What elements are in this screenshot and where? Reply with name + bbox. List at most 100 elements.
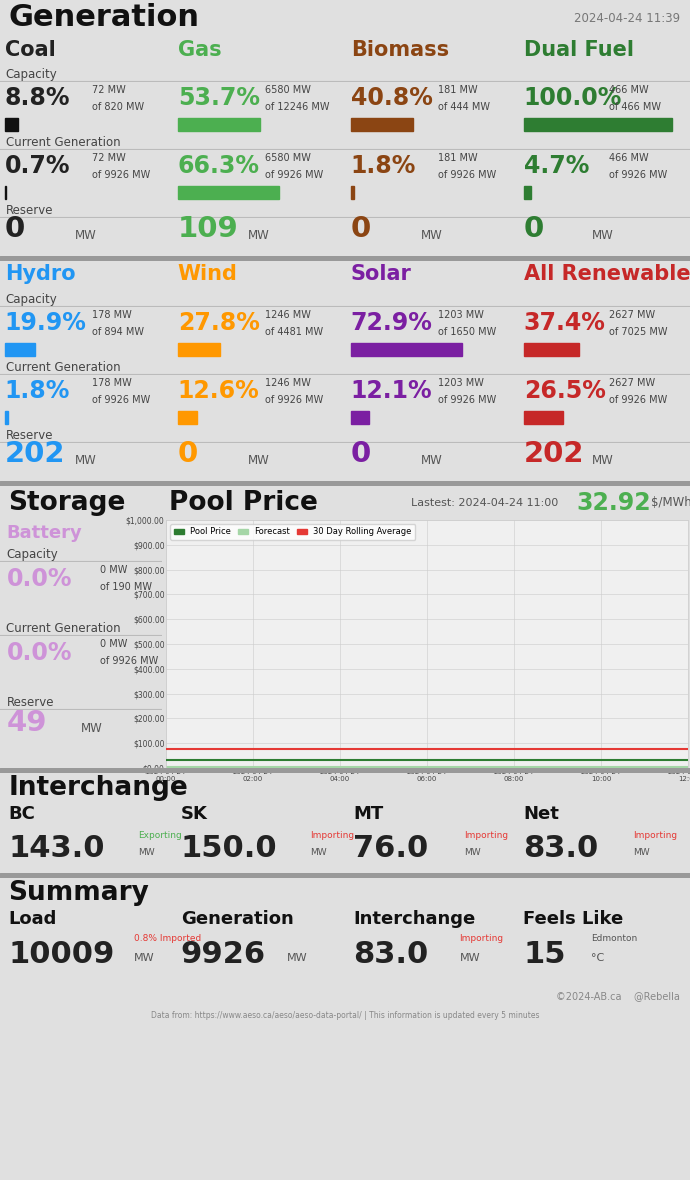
Text: of 9926 MW: of 9926 MW bbox=[438, 170, 496, 179]
Text: Coal: Coal bbox=[5, 39, 55, 59]
Text: 109: 109 bbox=[178, 216, 239, 243]
Text: 1203 MW: 1203 MW bbox=[438, 378, 484, 387]
Text: MW: MW bbox=[134, 953, 155, 963]
Text: Gas: Gas bbox=[178, 39, 221, 59]
Text: 40.8%: 40.8% bbox=[351, 86, 433, 110]
Text: 178 MW: 178 MW bbox=[92, 378, 132, 387]
Bar bbox=[351, 186, 353, 199]
Text: 26.5%: 26.5% bbox=[524, 379, 606, 404]
Text: All Renewable: All Renewable bbox=[524, 264, 690, 284]
Text: 76.0: 76.0 bbox=[353, 833, 428, 863]
Text: 181 MW: 181 MW bbox=[438, 152, 477, 163]
Bar bbox=[5, 186, 6, 199]
Text: of 7025 MW: of 7025 MW bbox=[609, 327, 667, 336]
Text: 66.3%: 66.3% bbox=[178, 155, 259, 178]
Text: 1.8%: 1.8% bbox=[351, 155, 416, 178]
Text: Storage: Storage bbox=[8, 490, 126, 516]
Text: Solar: Solar bbox=[351, 264, 412, 284]
Text: 6580 MW: 6580 MW bbox=[265, 85, 310, 94]
Text: 0.7%: 0.7% bbox=[5, 155, 70, 178]
Text: MW: MW bbox=[81, 722, 103, 735]
Text: Current Generation: Current Generation bbox=[6, 361, 120, 374]
Bar bbox=[178, 412, 197, 425]
Text: Current Generation: Current Generation bbox=[6, 622, 121, 635]
Text: 466 MW: 466 MW bbox=[609, 85, 649, 94]
Text: of 1650 MW: of 1650 MW bbox=[438, 327, 496, 336]
Text: Net: Net bbox=[523, 805, 559, 822]
Text: of 466 MW: of 466 MW bbox=[609, 101, 661, 112]
Text: 178 MW: 178 MW bbox=[92, 309, 132, 320]
Text: of 9926 MW: of 9926 MW bbox=[265, 170, 323, 179]
Bar bbox=[351, 118, 413, 131]
Text: 0 MW: 0 MW bbox=[101, 638, 128, 649]
Text: 6580 MW: 6580 MW bbox=[265, 152, 310, 163]
Text: Importing: Importing bbox=[633, 831, 678, 840]
Text: of 4481 MW: of 4481 MW bbox=[265, 327, 323, 336]
Text: Feels Like: Feels Like bbox=[523, 910, 623, 927]
Text: Load: Load bbox=[8, 910, 57, 927]
Text: Interchange: Interchange bbox=[8, 775, 188, 801]
Text: 0.8% Imported: 0.8% Imported bbox=[134, 935, 201, 943]
Text: Reserve: Reserve bbox=[6, 204, 53, 217]
Bar bbox=[5, 118, 18, 131]
Text: Capacity: Capacity bbox=[6, 68, 57, 81]
Bar bbox=[178, 118, 259, 131]
Text: MW: MW bbox=[464, 848, 480, 857]
Text: Hydro: Hydro bbox=[5, 264, 75, 284]
Bar bbox=[351, 343, 462, 356]
Text: 53.7%: 53.7% bbox=[178, 86, 259, 110]
Text: 0 MW: 0 MW bbox=[101, 565, 128, 575]
Text: of 444 MW: of 444 MW bbox=[438, 101, 490, 112]
Text: Data from: https://www.aeso.ca/aeso/aeso-data-portal/ | This information is upda: Data from: https://www.aeso.ca/aeso/aeso… bbox=[150, 1011, 540, 1021]
Text: Lastest: 2024-04-24 11:00: Lastest: 2024-04-24 11:00 bbox=[411, 498, 558, 509]
Text: 72.9%: 72.9% bbox=[351, 312, 433, 335]
Bar bbox=[178, 186, 279, 199]
Text: of 9926 MW: of 9926 MW bbox=[92, 170, 150, 179]
Text: Importing: Importing bbox=[310, 831, 355, 840]
Bar bbox=[524, 412, 563, 425]
Text: 0: 0 bbox=[351, 440, 371, 468]
Text: of 12246 MW: of 12246 MW bbox=[265, 101, 329, 112]
Text: 4.7%: 4.7% bbox=[524, 155, 589, 178]
Text: of 894 MW: of 894 MW bbox=[92, 327, 144, 336]
Text: Dual Fuel: Dual Fuel bbox=[524, 39, 633, 59]
Bar bbox=[524, 186, 531, 199]
Text: MW: MW bbox=[75, 453, 97, 466]
Text: 1.8%: 1.8% bbox=[5, 379, 70, 404]
Text: MT: MT bbox=[353, 805, 384, 822]
Text: MW: MW bbox=[248, 453, 269, 466]
Text: 150.0: 150.0 bbox=[181, 833, 277, 863]
Bar bbox=[524, 343, 580, 356]
Text: Importing: Importing bbox=[460, 935, 504, 943]
Text: 83.0: 83.0 bbox=[353, 940, 428, 969]
Text: 1246 MW: 1246 MW bbox=[265, 309, 310, 320]
Bar bbox=[351, 412, 369, 425]
Text: BC: BC bbox=[8, 805, 35, 822]
Text: of 190 MW: of 190 MW bbox=[101, 582, 152, 592]
Text: 19.9%: 19.9% bbox=[5, 312, 87, 335]
Text: $/MWh: $/MWh bbox=[651, 497, 690, 510]
Text: 0: 0 bbox=[178, 440, 198, 468]
Legend: Pool Price, Forecast, 30 Day Rolling Average: Pool Price, Forecast, 30 Day Rolling Ave… bbox=[170, 524, 415, 539]
Text: Generation: Generation bbox=[181, 910, 293, 927]
Text: of 9926 MW: of 9926 MW bbox=[265, 395, 323, 405]
Text: 0.0%: 0.0% bbox=[6, 566, 72, 591]
Text: Capacity: Capacity bbox=[6, 549, 58, 562]
Text: 466 MW: 466 MW bbox=[609, 152, 649, 163]
Text: Reserve: Reserve bbox=[6, 696, 54, 709]
Text: of 9926 MW: of 9926 MW bbox=[92, 395, 150, 405]
Text: MW: MW bbox=[310, 848, 327, 857]
Text: 8.8%: 8.8% bbox=[5, 86, 70, 110]
Text: 12.6%: 12.6% bbox=[178, 379, 259, 404]
Text: 2627 MW: 2627 MW bbox=[609, 378, 655, 387]
Text: Exporting: Exporting bbox=[138, 831, 181, 840]
Text: MW: MW bbox=[75, 229, 97, 242]
Bar bbox=[5, 343, 35, 356]
Bar bbox=[524, 118, 673, 131]
Text: 49: 49 bbox=[6, 709, 47, 738]
Text: of 820 MW: of 820 MW bbox=[92, 101, 144, 112]
Text: 72 MW: 72 MW bbox=[92, 85, 126, 94]
Text: Current Generation: Current Generation bbox=[6, 137, 120, 150]
Text: 1246 MW: 1246 MW bbox=[265, 378, 310, 387]
Text: Battery: Battery bbox=[6, 524, 82, 542]
